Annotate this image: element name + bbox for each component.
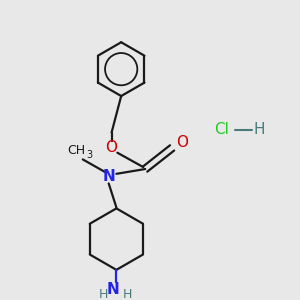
Text: 3: 3 <box>86 150 93 160</box>
Text: H: H <box>123 288 133 300</box>
Text: CH: CH <box>67 144 85 157</box>
Text: H: H <box>254 122 265 137</box>
Text: O: O <box>106 140 118 155</box>
Text: N: N <box>102 169 115 184</box>
Text: N: N <box>106 282 119 297</box>
Text: Cl: Cl <box>214 122 230 137</box>
Text: O: O <box>176 135 188 150</box>
Text: H: H <box>98 288 108 300</box>
